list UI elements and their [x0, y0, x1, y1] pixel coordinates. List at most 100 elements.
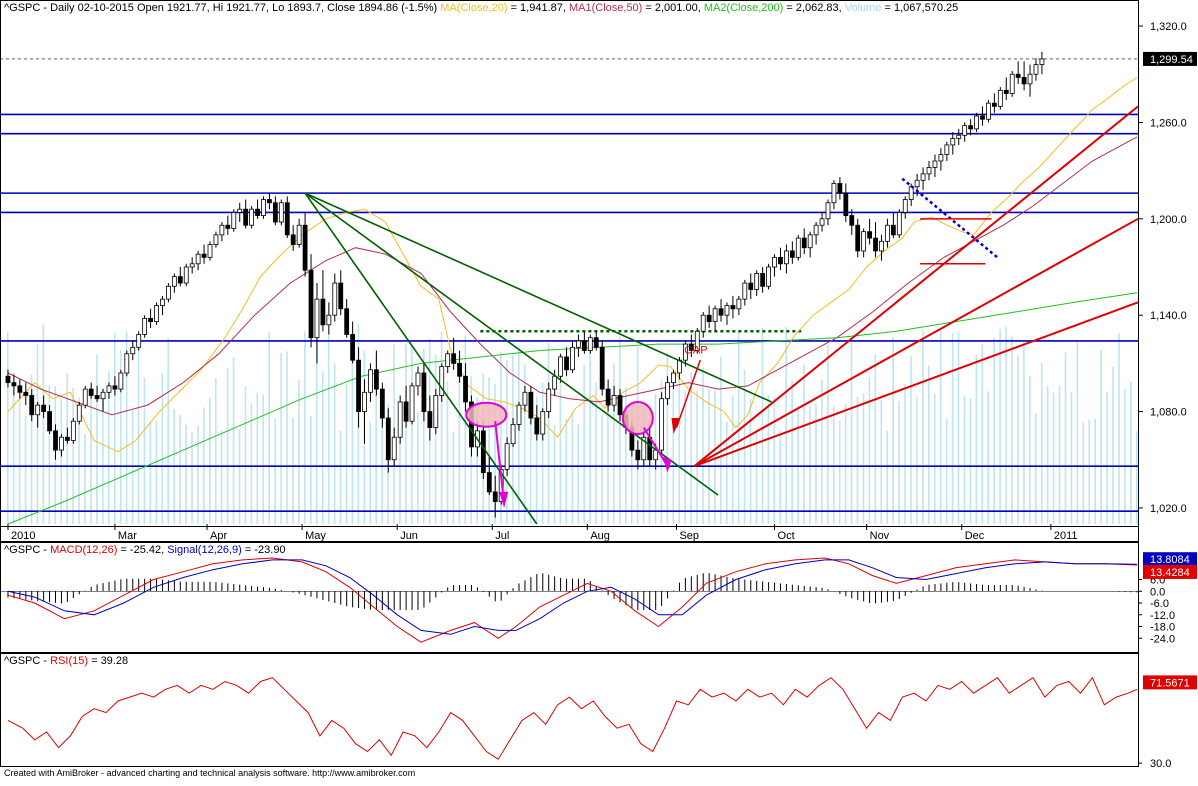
- volume-bar: [48, 385, 51, 524]
- volume-bar: [488, 377, 490, 524]
- volume-bar: [1082, 422, 1085, 524]
- header-segment: ^GSPC - Daily 02-10-2015 Open 1921.77, H…: [4, 2, 438, 14]
- candle-up: [391, 436, 397, 461]
- candle-down: [148, 317, 153, 323]
- volume-bar: [440, 331, 443, 524]
- uptrend-line: [693, 217, 1139, 468]
- volume-bar: [149, 421, 152, 524]
- macd-line: [7, 557, 1138, 643]
- volume-bar: [1118, 333, 1120, 524]
- volume-bar: [214, 378, 217, 524]
- y-tick-label: 1,200.0: [1150, 214, 1187, 226]
- candle-up: [106, 385, 112, 393]
- candle-down: [41, 404, 47, 412]
- volume-bar: [1034, 413, 1037, 524]
- candle-up: [100, 391, 106, 400]
- candle-up: [1009, 73, 1015, 94]
- volume-bar: [838, 420, 841, 524]
- volume-bar: [310, 415, 312, 524]
- last-price-label: 1,299.54: [1150, 54, 1193, 66]
- volume-bar: [333, 363, 336, 524]
- volume-bar: [102, 388, 104, 524]
- candle-up: [950, 138, 956, 146]
- candle-down: [605, 388, 611, 406]
- macd-y-tick-label: -24.0: [1150, 633, 1175, 645]
- volume-bar: [892, 337, 894, 524]
- volume-bar: [589, 346, 591, 524]
- volume-bar: [1029, 376, 1031, 524]
- candle-up: [195, 253, 201, 265]
- volume-bar: [476, 397, 479, 524]
- volume-bar: [137, 346, 140, 524]
- candle-up: [70, 420, 76, 441]
- candle-up: [433, 395, 439, 429]
- candle-down: [688, 343, 694, 351]
- volume-bar: [155, 421, 158, 524]
- volume-bar: [1112, 366, 1114, 524]
- volume-bar: [244, 386, 247, 524]
- volume-bar: [494, 384, 496, 524]
- volume-bar: [797, 406, 799, 524]
- y-tick-label: 1,140.0: [1150, 310, 1187, 322]
- candle-up: [118, 372, 124, 390]
- candle-up: [510, 424, 516, 445]
- candle-down: [718, 308, 724, 316]
- volume-bar: [1130, 381, 1132, 524]
- candle-down: [5, 375, 11, 384]
- volume-bar: [987, 391, 990, 524]
- volume-bar: [339, 430, 342, 524]
- volume-bar: [232, 357, 235, 524]
- volume-bar: [720, 356, 722, 524]
- candle-up: [795, 237, 801, 258]
- volume-bar: [529, 391, 532, 524]
- volume-bar: [648, 421, 651, 524]
- candle-up: [59, 436, 64, 451]
- volume-bar: [191, 432, 193, 524]
- candle-up: [724, 305, 730, 316]
- candle-up: [813, 224, 819, 236]
- x-tick-label: Mar: [118, 530, 137, 542]
- x-tick-label: Dec: [965, 530, 985, 542]
- candle-up: [908, 186, 914, 200]
- candle-up: [784, 250, 789, 265]
- volume-bar: [761, 327, 764, 524]
- macd-y-tick-label: -18.0: [1150, 622, 1175, 634]
- y-tick-label: 1,260.0: [1150, 117, 1187, 129]
- macd-value-label: 13.8084: [1150, 554, 1190, 566]
- candle-down: [427, 411, 433, 429]
- candle-down: [593, 337, 599, 348]
- candle-down: [789, 250, 795, 258]
- volume-bar: [767, 394, 770, 524]
- arrowhead: [671, 417, 681, 435]
- candle-up: [736, 298, 742, 310]
- candle-down: [53, 430, 58, 451]
- candle-down: [94, 395, 100, 400]
- header-segment: = 2,062.83,: [783, 2, 845, 14]
- candle-down: [267, 199, 272, 204]
- candle-up: [166, 285, 171, 300]
- candle-up: [754, 273, 760, 290]
- candle-down: [801, 237, 807, 249]
- volume-bar: [72, 387, 74, 524]
- volume-bar: [607, 393, 609, 524]
- volume-bar: [939, 329, 942, 524]
- volume-bar: [167, 337, 170, 524]
- candle-down: [379, 388, 385, 419]
- candle-up: [213, 234, 219, 245]
- volume-bar: [416, 412, 419, 524]
- volume-bar: [535, 396, 538, 524]
- candle-up: [231, 211, 237, 229]
- volume-bar: [613, 363, 615, 524]
- volume-bar: [601, 414, 603, 524]
- volume-bar: [452, 432, 455, 524]
- candle-up: [445, 353, 451, 367]
- macd-value-box: [1143, 564, 1197, 579]
- volume-bar: [292, 417, 294, 524]
- candle-up: [772, 256, 777, 268]
- candle-up: [914, 179, 920, 188]
- candle-down: [88, 388, 94, 396]
- rsi-line: [7, 676, 1138, 760]
- volume-bar: [523, 364, 526, 524]
- y-tick-label: 1,080.0: [1150, 407, 1187, 419]
